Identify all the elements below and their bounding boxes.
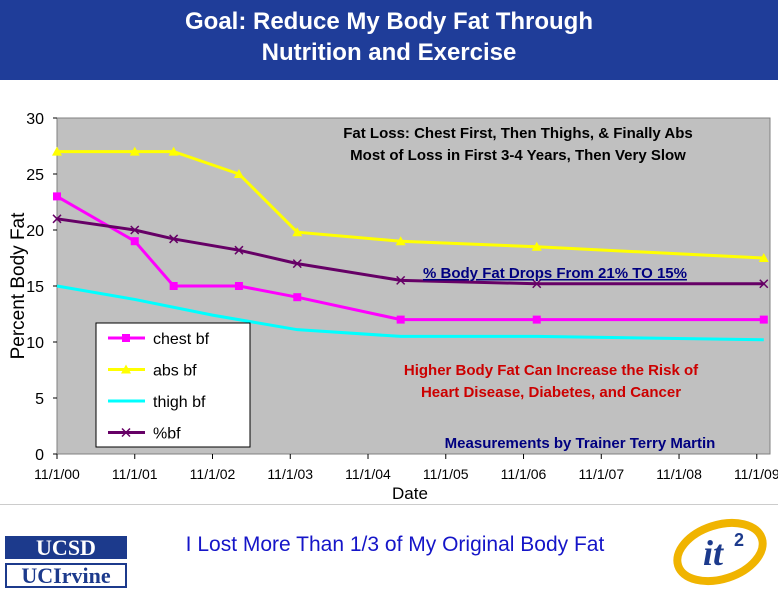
- y-tick-label: 15: [26, 279, 44, 296]
- it2-logo-text: it: [703, 533, 724, 573]
- x-tick-label: 11/1/04: [345, 466, 391, 482]
- y-tick-label: 30: [26, 111, 44, 128]
- footer-caption: I Lost More Than 1/3 of My Original Body…: [185, 533, 605, 556]
- x-axis-label: Date: [392, 484, 428, 503]
- y-tick-label: 0: [35, 447, 44, 464]
- slide-header: Goal: Reduce My Body Fat Through Nutriti…: [0, 0, 778, 80]
- data-point: [532, 279, 542, 289]
- data-point: [395, 236, 406, 246]
- legend-label: abs bf: [153, 363, 197, 380]
- data-point: [234, 282, 243, 290]
- legend-marker: [121, 364, 131, 374]
- data-point: [758, 253, 769, 262]
- y-tick-label: 5: [35, 391, 44, 408]
- x-tick-label: 11/1/02: [190, 466, 236, 482]
- data-point: [168, 146, 179, 156]
- x-tick-label: 11/1/06: [501, 466, 547, 482]
- data-point: [759, 315, 768, 324]
- annotation-text: Heart Disease, Diabetes, and Cancer: [421, 384, 681, 401]
- uci-logo: UCIrvine: [5, 563, 127, 588]
- x-tick-label: 11/1/01: [112, 466, 158, 482]
- x-tick-label: 11/1/05: [423, 466, 469, 482]
- data-point: [53, 192, 61, 201]
- data-point: [759, 279, 769, 289]
- x-tick-label: 11/1/03: [267, 466, 313, 482]
- series-chestbf: [53, 192, 768, 324]
- data-point: [532, 315, 541, 324]
- y-axis-label: Percent Body Fat: [8, 212, 29, 360]
- annotation-text: Higher Body Fat Can Increase the Risk of: [404, 362, 699, 379]
- series-layer: [52, 146, 769, 342]
- slide-title-line1: Goal: Reduce My Body Fat Through: [184, 8, 593, 35]
- legend: chest bf abs bf thigh bf %bf: [95, 322, 251, 448]
- data-point: [52, 146, 62, 156]
- data-point: [292, 259, 302, 269]
- series-line: [57, 150, 764, 260]
- ucsd-logo: UCSD: [5, 536, 127, 559]
- annotation-text: % Body Fat Drops From 21% TO 15%: [423, 265, 687, 282]
- y-tick-label: 20: [26, 223, 44, 240]
- it2-logo: it 2: [673, 518, 767, 586]
- data-point: [130, 237, 139, 246]
- data-point: [293, 293, 302, 302]
- data-point: [129, 146, 140, 156]
- series-line: [56, 284, 764, 342]
- slide-title-line2: Nutrition and Exercise: [261, 39, 517, 66]
- legend-label: chest bf: [153, 331, 210, 348]
- series-bf: [52, 214, 769, 289]
- annotation-text: Measurements by Trainer Terry Martin: [445, 435, 716, 452]
- x-tick-label: 11/1/09: [734, 466, 778, 482]
- legend-marker: [121, 427, 131, 438]
- y-axis: 0 5 10 15 20 25 30: [26, 111, 57, 464]
- data-point: [292, 227, 303, 237]
- x-axis: 11/1/00 11/1/01 11/1/02 11/1/03 11/1/04 11/1/…: [34, 454, 778, 482]
- x-tick-label: 11/1/00: [34, 466, 80, 482]
- data-point: [233, 169, 244, 178]
- series-thighbf: [56, 284, 764, 342]
- data-point: [169, 282, 178, 290]
- series-absbf: [52, 146, 769, 262]
- legend-marker: [122, 334, 130, 342]
- series-line: [56, 195, 764, 322]
- series-line: [56, 217, 764, 286]
- legend-label: %bf: [153, 426, 181, 443]
- y-tick-label: 10: [26, 335, 44, 352]
- y-tick-label: 25: [26, 167, 44, 184]
- data-point: [531, 241, 542, 251]
- slide-title: Goal: Reduce My Body Fat Through Nutriti…: [0, 6, 778, 68]
- data-point: [396, 275, 406, 285]
- x-tick-label: 11/1/08: [656, 466, 702, 482]
- annotation-text: Most of Loss in First 3-4 Years, Then Ve…: [350, 147, 686, 164]
- data-point: [130, 225, 140, 235]
- annotations: Fat Loss: Chest First, Then Thighs, & Fi…: [343, 125, 715, 452]
- legend-box: [95, 322, 251, 448]
- data-point: [234, 245, 244, 255]
- it2-logo-superscript: 2: [734, 530, 744, 550]
- data-point: [52, 214, 62, 224]
- legend-label: thigh bf: [153, 394, 206, 411]
- data-point: [396, 315, 405, 324]
- annotation-text: Fat Loss: Chest First, Then Thighs, & Fi…: [343, 125, 692, 142]
- x-tick-label: 11/1/07: [578, 466, 624, 482]
- data-point: [169, 234, 179, 244]
